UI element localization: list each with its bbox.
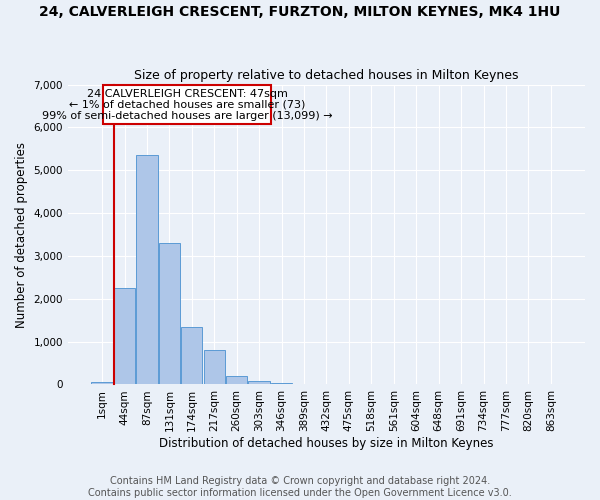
Text: ← 1% of detached houses are smaller (73): ← 1% of detached houses are smaller (73)	[69, 99, 305, 109]
Bar	[203, 350, 225, 384]
Bar	[136, 155, 158, 384]
Bar	[114, 288, 135, 384]
Text: 24, CALVERLEIGH CRESCENT, FURZTON, MILTON KEYNES, MK4 1HU: 24, CALVERLEIGH CRESCENT, FURZTON, MILTO…	[40, 5, 560, 19]
Bar	[159, 243, 180, 384]
Text: 24 CALVERLEIGH CRESCENT: 47sqm: 24 CALVERLEIGH CRESCENT: 47sqm	[87, 90, 288, 100]
FancyBboxPatch shape	[103, 84, 271, 124]
Title: Size of property relative to detached houses in Milton Keynes: Size of property relative to detached ho…	[134, 69, 519, 82]
Bar	[181, 326, 202, 384]
Bar	[91, 382, 113, 384]
Text: Contains HM Land Registry data © Crown copyright and database right 2024.
Contai: Contains HM Land Registry data © Crown c…	[88, 476, 512, 498]
Y-axis label: Number of detached properties: Number of detached properties	[15, 142, 28, 328]
X-axis label: Distribution of detached houses by size in Milton Keynes: Distribution of detached houses by size …	[159, 437, 494, 450]
Text: 99% of semi-detached houses are larger (13,099) →: 99% of semi-detached houses are larger (…	[42, 110, 333, 120]
Bar	[226, 376, 247, 384]
Bar	[248, 380, 270, 384]
Bar	[271, 383, 292, 384]
